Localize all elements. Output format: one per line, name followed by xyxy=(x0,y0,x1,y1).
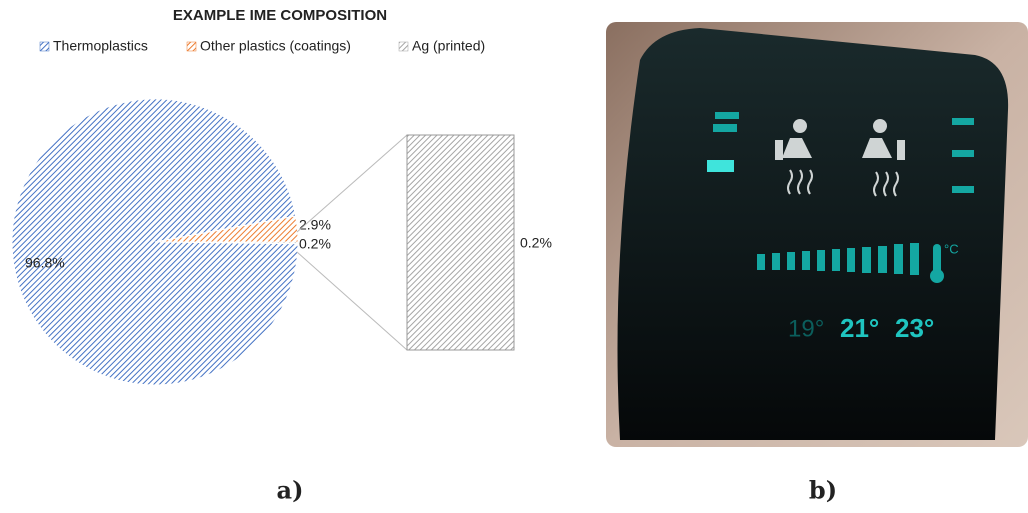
legend-label: Other plastics (coatings) xyxy=(200,38,351,54)
legend-swatch xyxy=(398,41,409,52)
data-label: 0.2% xyxy=(520,235,552,251)
temp-mid: 21° xyxy=(840,313,879,343)
photo: °C 19° 21° 23° xyxy=(606,22,1028,447)
connector xyxy=(296,134,408,233)
legend-label: Ag (printed) xyxy=(412,38,485,54)
connector xyxy=(296,251,408,351)
pie-slice xyxy=(154,215,299,243)
legend-label: Thermoplastics xyxy=(53,38,148,54)
temp-high: 23° xyxy=(895,313,934,343)
breakout-bar xyxy=(406,134,515,351)
legend-swatch xyxy=(186,41,197,52)
chart-title: EXAMPLE IME COMPOSITION xyxy=(173,7,387,24)
data-label: 96.8% xyxy=(25,255,65,271)
temp-low: 19° xyxy=(788,315,824,342)
panel-label: b) xyxy=(809,476,837,505)
data-label: 2.9% xyxy=(299,217,331,233)
temp-unit: °C xyxy=(944,241,959,256)
legend-swatch xyxy=(39,41,50,52)
panel-label: a) xyxy=(277,476,304,505)
data-label: 0.2% xyxy=(299,236,331,252)
